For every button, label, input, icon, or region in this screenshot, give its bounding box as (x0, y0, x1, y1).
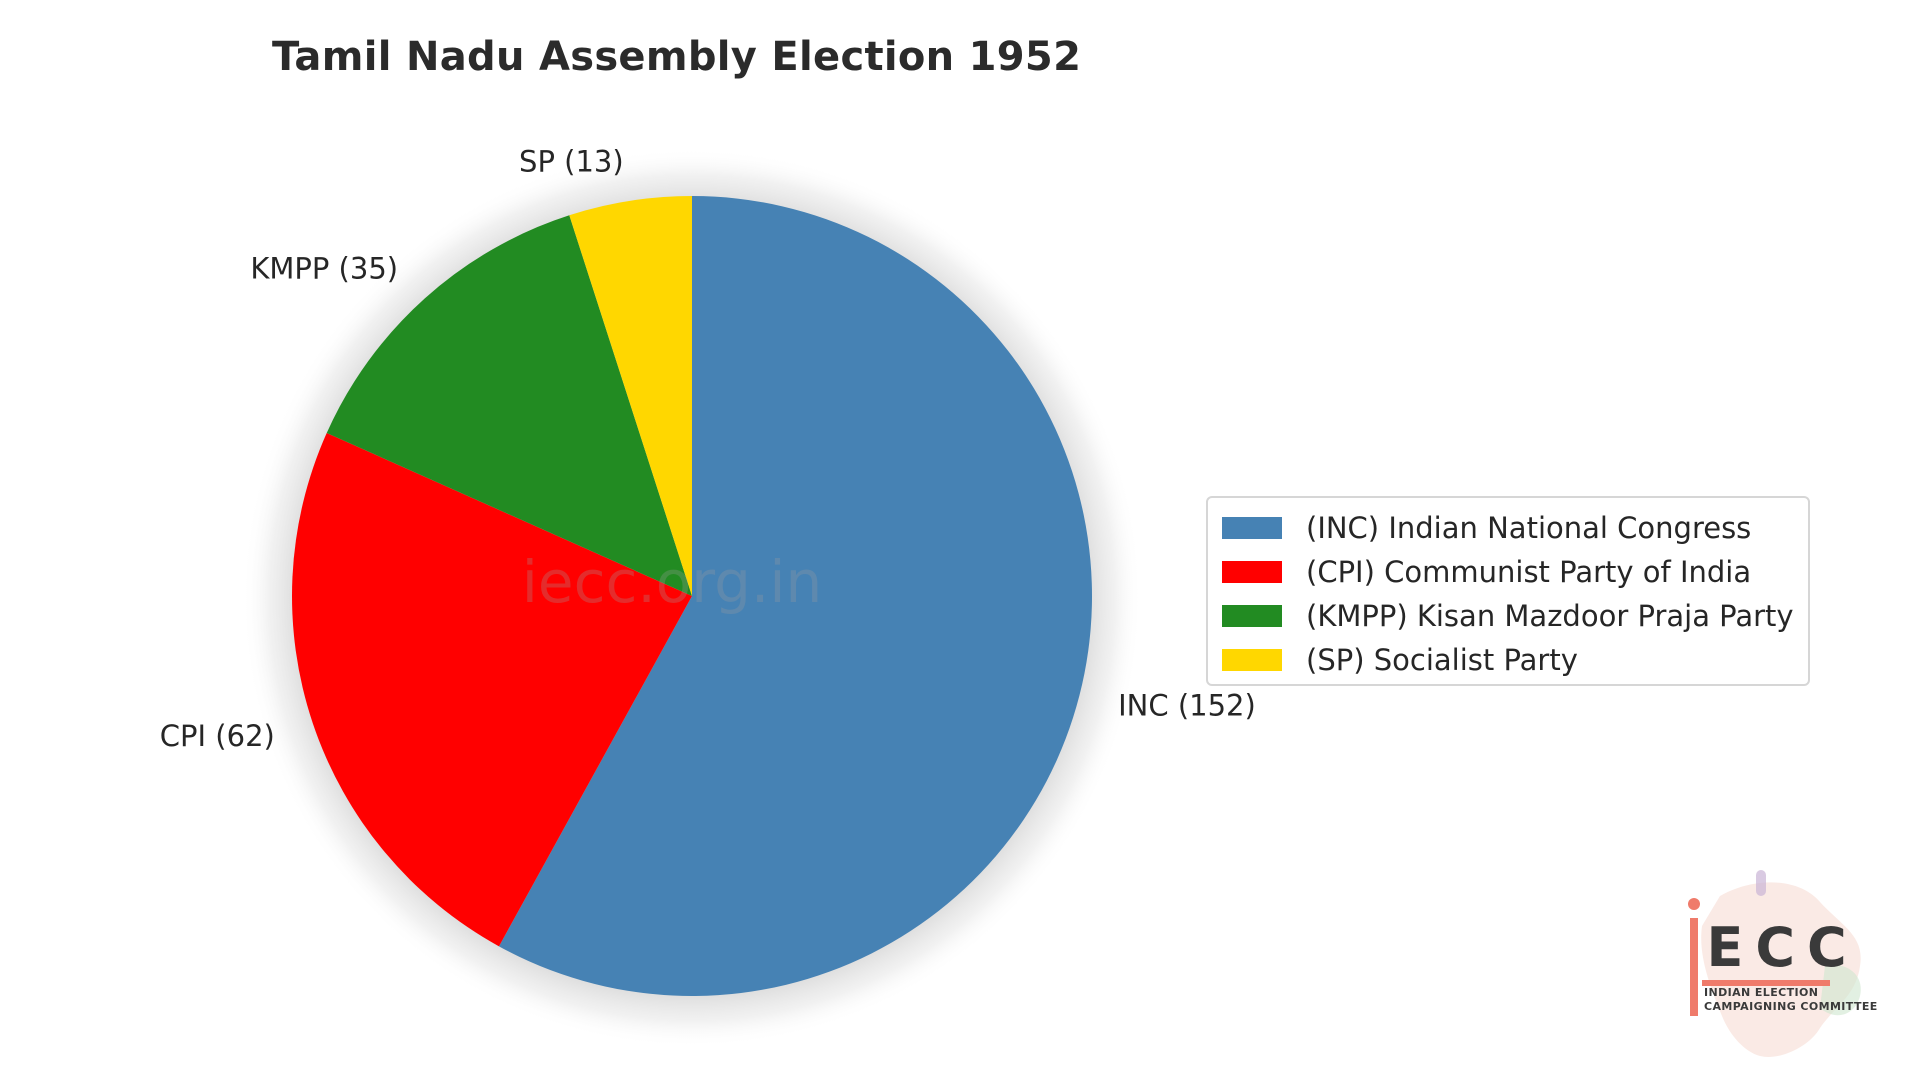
legend-label-cpi: (CPI) Communist Party of India (1306, 555, 1752, 589)
chart-title: Tamil Nadu Assembly Election 1952 (272, 34, 1082, 80)
slice-label-cpi: CPI (62) (160, 719, 275, 753)
pie-slice-cpi (291, 433, 692, 947)
logo-graphic (1688, 870, 1861, 1057)
watermark: iecc.org.in (522, 548, 822, 616)
legend-swatch-inc (1222, 517, 1282, 539)
legend-label-kmpp: (KMPP) Kisan Mazdoor Praja Party (1306, 599, 1794, 633)
legend-item-sp: (SP) Socialist Party (1220, 638, 1796, 682)
legend-swatch-sp (1222, 649, 1282, 671)
logo-subtitle-line1: INDIAN ELECTION (1704, 986, 1819, 999)
pie-slices (291, 196, 1093, 997)
legend-item-kmpp: (KMPP) Kisan Mazdoor Praja Party (1220, 594, 1796, 638)
legend: (INC) Indian National Congress (CPI) Com… (1206, 496, 1810, 686)
slice-label-kmpp: KMPP (35) (250, 252, 398, 286)
logo-name: iECC (1706, 916, 1859, 979)
legend-item-cpi: (CPI) Communist Party of India (1220, 550, 1796, 594)
slice-label-sp: SP (13) (519, 144, 624, 178)
logo-subtitle: INDIAN ELECTION CAMPAIGNING COMMITTEE (1704, 986, 1878, 1014)
pie-slice-kmpp (326, 215, 692, 597)
legend-swatch-cpi (1222, 561, 1282, 583)
slice-labels: INC (152) CPI (62) KMPP (35) SP (13) (160, 144, 1256, 753)
legend-swatch-kmpp (1222, 605, 1282, 627)
slice-label-inc: INC (152) (1118, 689, 1256, 723)
legend-label-sp: (SP) Socialist Party (1306, 643, 1578, 677)
iecc-logo: iECC INDIAN ELECTION CAMPAIGNING COMMITT… (1660, 856, 1882, 1066)
logo-subtitle-line2: CAMPAIGNING COMMITTEE (1704, 1000, 1878, 1013)
pie-slice-sp (569, 196, 692, 596)
pie-slice-inc (498, 196, 1093, 997)
legend-label-inc: (INC) Indian National Congress (1306, 511, 1752, 545)
legend-item-inc: (INC) Indian National Congress (1220, 506, 1796, 550)
